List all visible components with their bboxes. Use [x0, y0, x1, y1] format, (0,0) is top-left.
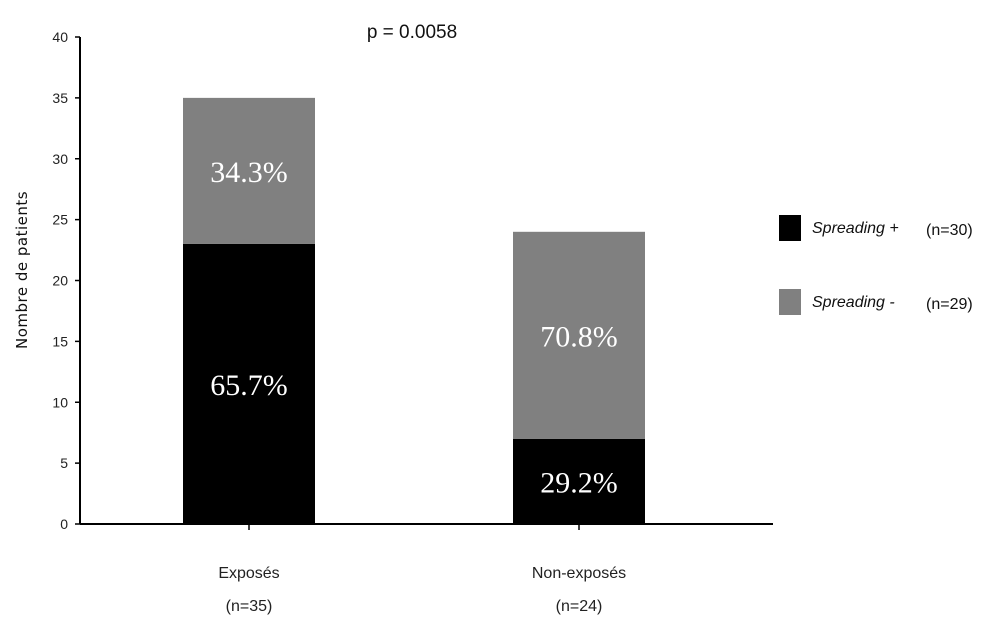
bars — [183, 97, 645, 524]
y-tick-label: 15 — [52, 333, 68, 349]
y-tick-label: 10 — [52, 394, 68, 410]
y-tick-label: 40 — [52, 29, 68, 45]
p-value-annotation: p = 0.0058 — [367, 22, 457, 43]
category-count-label: (n=24) — [556, 598, 603, 615]
legend: Spreading + (n=30) Spreading - (n=29) — [779, 215, 973, 315]
legend-series-name: Spreading + — [812, 220, 899, 237]
bar-segment-spreading-plus — [513, 438, 645, 524]
y-tick-label: 5 — [60, 455, 68, 471]
legend-swatch — [779, 215, 801, 241]
category-label: Exposés — [218, 565, 279, 582]
y-axis-label: Nombre de patients — [13, 191, 31, 349]
y-axis-ticks: 0 5 10 15 20 25 30 35 40 — [52, 29, 80, 532]
y-tick-label: 25 — [52, 212, 68, 228]
data-label: 34.3% — [210, 156, 288, 189]
bar-labels: 65.7% 34.3% 29.2% 70.8% — [210, 156, 618, 499]
legend-series-name: Spreading - — [812, 294, 895, 311]
axes — [79, 37, 773, 525]
data-label: 70.8% — [540, 320, 618, 353]
bar-segment-spreading-plus — [183, 243, 315, 524]
legend-swatch — [779, 289, 801, 315]
category-label: Non-exposés — [532, 565, 626, 582]
x-axis-labels: Exposés (n=35) Non-exposés (n=24) — [218, 524, 626, 615]
category-count-label: (n=35) — [226, 598, 273, 615]
bar-segment-spreading-minus — [183, 97, 315, 244]
y-tick-label: 30 — [52, 151, 68, 167]
y-tick-label: 20 — [52, 273, 68, 289]
legend-series-count: (n=30) — [926, 222, 973, 239]
y-tick-label: 35 — [52, 90, 68, 106]
data-label: 29.2% — [540, 466, 618, 499]
legend-series-count: (n=29) — [926, 296, 973, 313]
data-label: 65.7% — [210, 369, 288, 402]
bar-segment-spreading-minus — [513, 231, 645, 439]
y-tick-label: 0 — [60, 516, 68, 532]
